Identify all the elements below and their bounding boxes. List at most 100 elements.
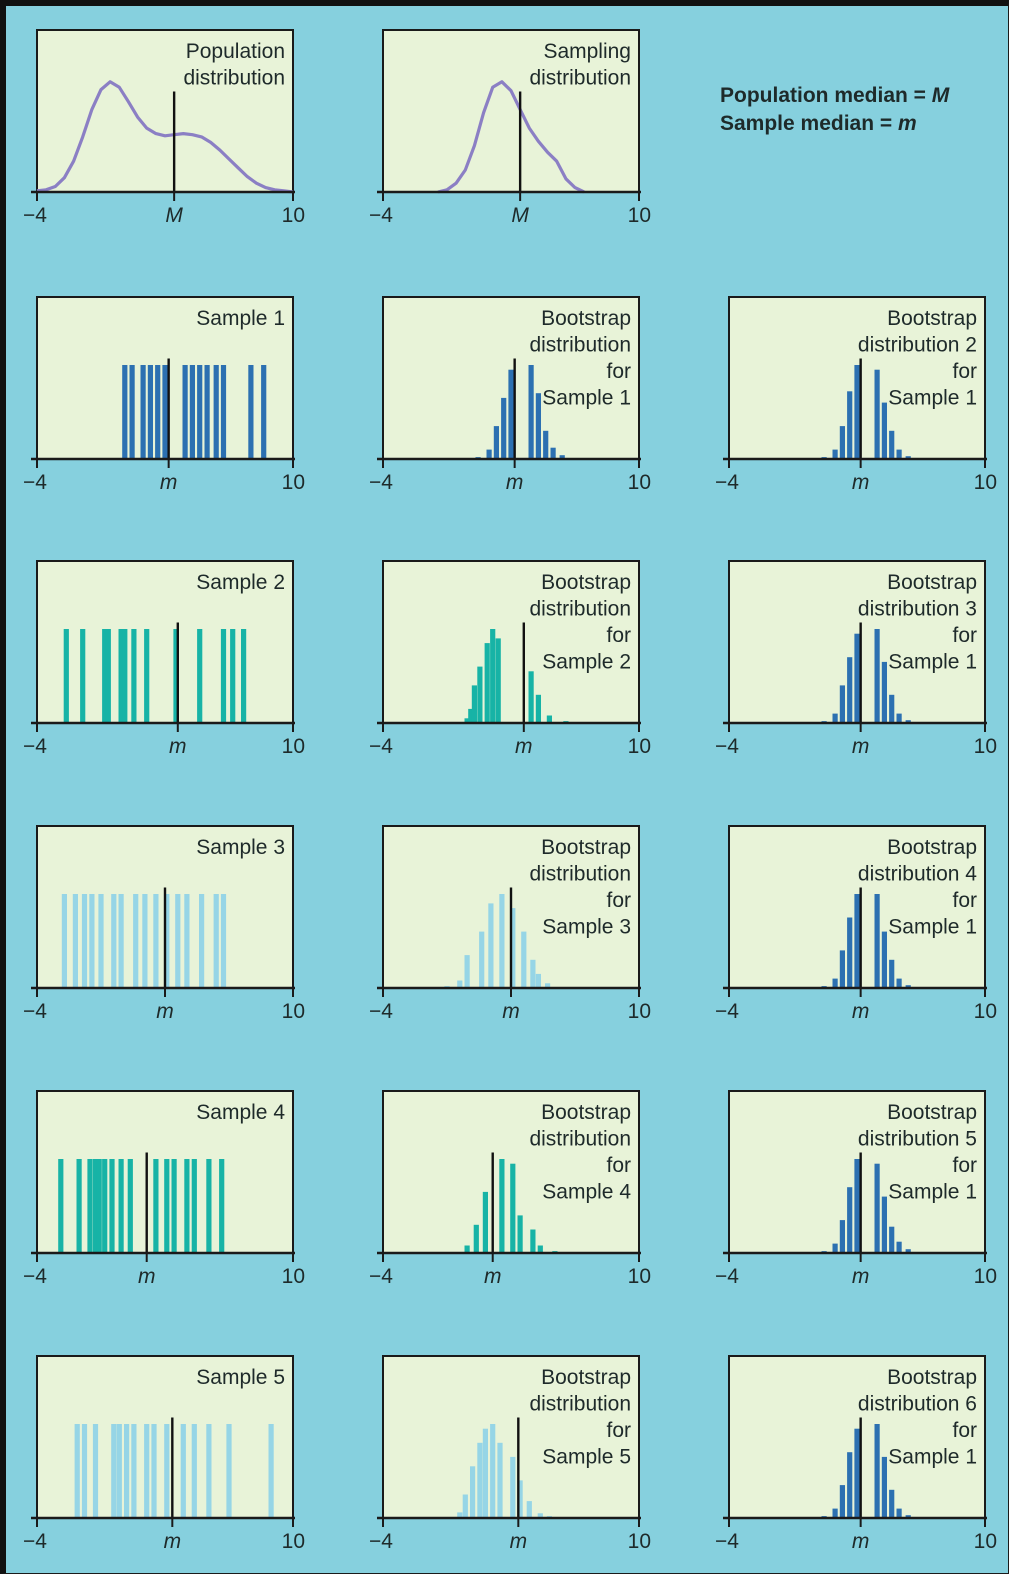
tick-label-max: 10 (628, 204, 651, 227)
bar-2 (140, 365, 146, 459)
median-tick-label: m (502, 1000, 520, 1023)
panel-title-line-3: Sample 2 (542, 651, 631, 674)
panel-title-line-1: distribution (529, 67, 631, 90)
bar-4 (847, 1187, 853, 1253)
bar-10 (545, 983, 551, 988)
median-tick-label: m (138, 1265, 156, 1288)
bar-1 (468, 708, 474, 723)
panel-boot5_s1: −4 10 m Bootstrap distribution 5 for Sample 1 (715, 1085, 1008, 1315)
tick-label-max: 10 (628, 735, 651, 758)
bar-8 (889, 1226, 895, 1253)
panel-title-line-2: for (952, 1419, 977, 1442)
bar-7 (881, 402, 887, 459)
bar-10 (213, 365, 219, 459)
tick-label-max: 10 (974, 1000, 997, 1023)
bar-6 (490, 1424, 496, 1518)
tick-label-max: 10 (282, 735, 305, 758)
bar-1 (81, 1424, 88, 1518)
bar-8 (530, 959, 536, 988)
panel-title-line-1: distribution (529, 863, 631, 886)
bar-6 (874, 629, 880, 723)
bar-9 (896, 1241, 902, 1253)
panel-boot_s5: −4 10 m Bootstrap distribution for Sample 5 (369, 1350, 667, 1573)
chart-boot6_s1: −4 10 m Bootstrap distribution 6 for Sample 1 (715, 1355, 997, 1553)
chart-sample2: −4 10 m Sample 2 (23, 560, 305, 758)
panel-title-line-2: for (606, 889, 631, 912)
chart-boot_s5: −4 10 m Bootstrap distribution for Sample 5 (369, 1355, 651, 1553)
bar-7 (881, 661, 887, 723)
density-curve (36, 80, 294, 194)
bar-5 (517, 1215, 523, 1253)
bar-7 (144, 1424, 150, 1518)
bar-6 (182, 365, 188, 459)
bar-10 (905, 720, 911, 723)
bar-2 (471, 685, 477, 723)
chart-boot2_s1: −4 10 m Bootstrap distribution 2 for Sample 1 (715, 296, 997, 494)
panel-boot_s4: −4 10 m Bootstrap distribution for Sample 4 (369, 1085, 667, 1315)
bar-11 (191, 1424, 197, 1518)
bar-3 (839, 685, 845, 723)
panel-title-line-2: for (606, 360, 631, 383)
panel-title-line-2: for (606, 1154, 631, 1177)
bar-15 (220, 894, 227, 988)
panel-sample3: −4 10 m Sample 3 (23, 820, 321, 1050)
bar-5 (499, 894, 505, 988)
median-tick-label: m (852, 1530, 870, 1553)
bar-4 (501, 397, 507, 459)
bar-6 (131, 1424, 137, 1518)
panel-title-line-2: for (952, 360, 977, 383)
bar-10 (526, 1501, 532, 1518)
bar-9 (896, 713, 902, 723)
bar-2 (832, 1508, 838, 1518)
chart-boot_s2: −4 10 m Bootstrap distribution for Sample 2 (369, 560, 651, 758)
panel-title-line-2: for (606, 624, 631, 647)
bar-7 (535, 393, 541, 459)
plot-area (382, 29, 640, 193)
tick-label-min: −4 (23, 1265, 47, 1288)
bar-3 (493, 426, 499, 459)
bar-5 (482, 1428, 488, 1518)
bar-9 (896, 1508, 902, 1518)
bar-9 (517, 1480, 523, 1518)
tick-label-min: −4 (715, 471, 739, 494)
tick-label-min: −4 (715, 1265, 739, 1288)
panel-title-line-1: distribution (183, 67, 285, 90)
bar-7 (881, 931, 887, 988)
bar-1 (457, 980, 463, 988)
panel-title-line-3: Sample 1 (888, 1446, 977, 1469)
bar-3 (470, 1466, 476, 1518)
bar-11 (537, 1513, 543, 1518)
bar-3 (479, 931, 485, 988)
bar-1 (129, 365, 135, 459)
bar-13 (226, 1424, 232, 1518)
bar-0 (74, 1424, 80, 1518)
tick-label-max: 10 (628, 1000, 651, 1023)
bar-12 (248, 365, 254, 459)
bar-2 (482, 1191, 488, 1253)
median-legend: Population median = M Sample median = m (720, 82, 949, 138)
median-tick-label: m (852, 471, 870, 494)
bar-3 (839, 950, 845, 988)
panel-title-line-3: Sample 1 (888, 1181, 977, 1204)
bar-10 (905, 1515, 911, 1518)
bar-4 (118, 629, 124, 723)
panel-sample2: −4 10 m Sample 2 (23, 555, 321, 785)
bar-13 (199, 894, 205, 988)
bar-7 (521, 931, 527, 988)
median-tick-label: m (169, 735, 187, 758)
bar-5 (162, 365, 168, 459)
tick-label-max: 10 (974, 735, 997, 758)
bar-15 (219, 1159, 225, 1253)
bar-4 (488, 903, 494, 988)
panel-title-line-3: Sample 3 (542, 916, 631, 939)
bar-3 (839, 426, 845, 459)
tick-label-min: −4 (715, 1000, 739, 1023)
chart-boot_s4: −4 10 m Bootstrap distribution for Sample 4 (369, 1090, 651, 1288)
chart-sample1: −4 10 m Sample 1 (23, 296, 305, 494)
bar-8 (197, 365, 203, 459)
bar-11 (220, 365, 227, 459)
panel-title-line-0: Sample 5 (196, 1366, 285, 1389)
bar-7 (189, 365, 195, 459)
bar-12 (206, 1424, 212, 1518)
bar-8 (889, 430, 895, 459)
